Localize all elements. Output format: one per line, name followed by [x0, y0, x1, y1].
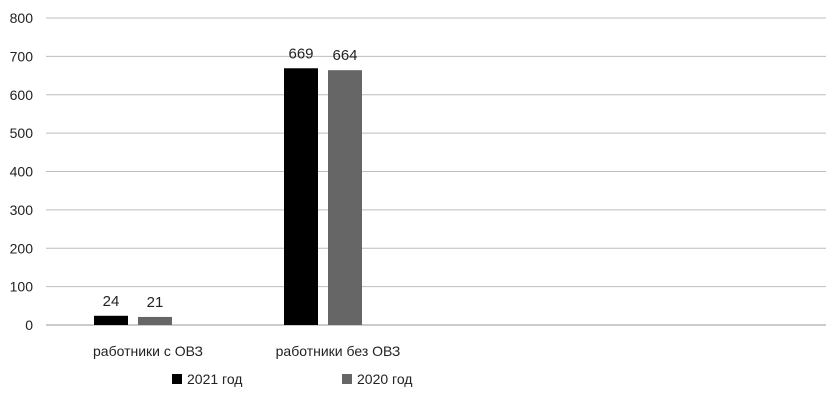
category-label: работники с ОВЗ [93, 343, 203, 359]
legend-label: 2021 год [187, 371, 242, 387]
x-axis-categories: работники с ОВЗ работники без ОВЗ [93, 343, 400, 359]
grid-lines [46, 17, 826, 326]
bars [94, 68, 362, 326]
data-label: 669 [288, 45, 313, 62]
y-tick-label: 0 [25, 317, 33, 333]
bar [94, 315, 128, 325]
legend-label: 2020 год [357, 371, 412, 387]
bar [138, 316, 172, 325]
bar [284, 68, 318, 326]
y-tick-label: 600 [10, 87, 34, 103]
data-label: 24 [103, 293, 120, 310]
y-tick-label: 400 [10, 164, 34, 180]
legend-swatch [342, 374, 352, 384]
y-tick-label: 500 [10, 125, 34, 141]
y-tick-label: 200 [10, 240, 34, 256]
data-label: 21 [147, 294, 164, 311]
legend-item: 2021 год [172, 371, 242, 387]
legend-item: 2020 год [342, 371, 412, 387]
data-label: 664 [332, 47, 357, 64]
legend: 2021 год 2020 год [172, 371, 412, 387]
data-labels: 24 21 669 664 [103, 45, 358, 311]
y-tick-label: 300 [10, 202, 34, 218]
bar [328, 70, 362, 325]
legend-swatch [172, 374, 182, 384]
y-tick-label: 800 [10, 10, 34, 26]
category-label: работники без ОВЗ [276, 343, 401, 359]
y-tick-label: 100 [10, 279, 34, 295]
y-tick-label: 700 [10, 48, 34, 64]
y-axis-ticks: 0 100 200 300 400 500 600 700 800 [10, 10, 34, 333]
